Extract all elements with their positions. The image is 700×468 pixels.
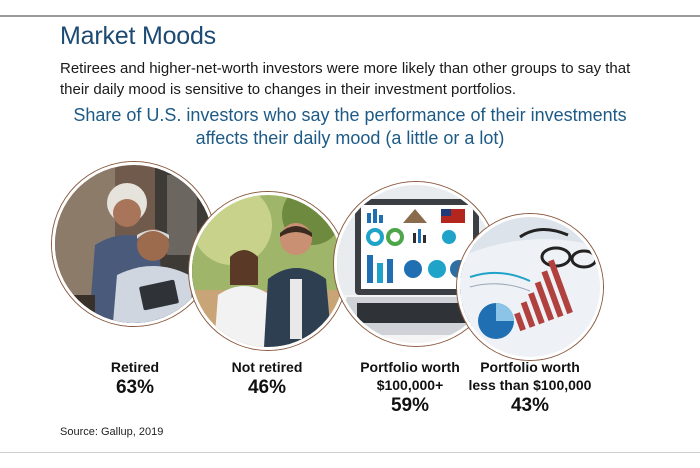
intro-text: Retirees and higher-net-worth investors …	[60, 60, 631, 98]
category-label-not-retired: Not retired	[231, 359, 303, 375]
photo-not-retired-couple	[189, 192, 347, 350]
category-label-portfolio-under-100k-line1: Portfolio worth	[480, 359, 580, 375]
retired-couple-illustration	[55, 165, 213, 323]
value-not-retired: 46%	[247, 377, 287, 398]
bottom-rule	[0, 452, 700, 453]
category-label-portfolio-under-100k-line2: less than $100,000	[468, 377, 592, 393]
category-portfolio-under-100k: Portfolio worth less than $100,000 43%	[455, 358, 605, 418]
photo-financial-papers	[457, 214, 603, 360]
value-portfolio-under-100k: 43%	[510, 395, 550, 416]
category-retired: Retired 63%	[80, 358, 190, 400]
top-rule	[0, 15, 700, 17]
category-portfolio-100k-plus: Portfolio worth $100,000+ 59%	[340, 358, 480, 418]
chart-subtitle: Share of U.S. investors who say the perf…	[73, 105, 627, 148]
category-label-portfolio-100k-plus-line1: Portfolio worth	[360, 359, 460, 375]
financial-papers-illustration	[460, 217, 600, 357]
photo-retired-couple	[52, 162, 216, 326]
source-note: Source: Gallup, 2019	[60, 426, 164, 438]
category-label-portfolio-100k-plus-line2: $100,000+	[376, 377, 444, 393]
page-title: Market Moods	[60, 22, 216, 50]
couple-talking-illustration	[192, 195, 344, 347]
value-portfolio-100k-plus: 59%	[390, 395, 430, 416]
category-not-retired: Not retired 46%	[207, 358, 327, 400]
category-label-retired: Retired	[110, 359, 160, 375]
value-retired: 63%	[115, 377, 155, 398]
